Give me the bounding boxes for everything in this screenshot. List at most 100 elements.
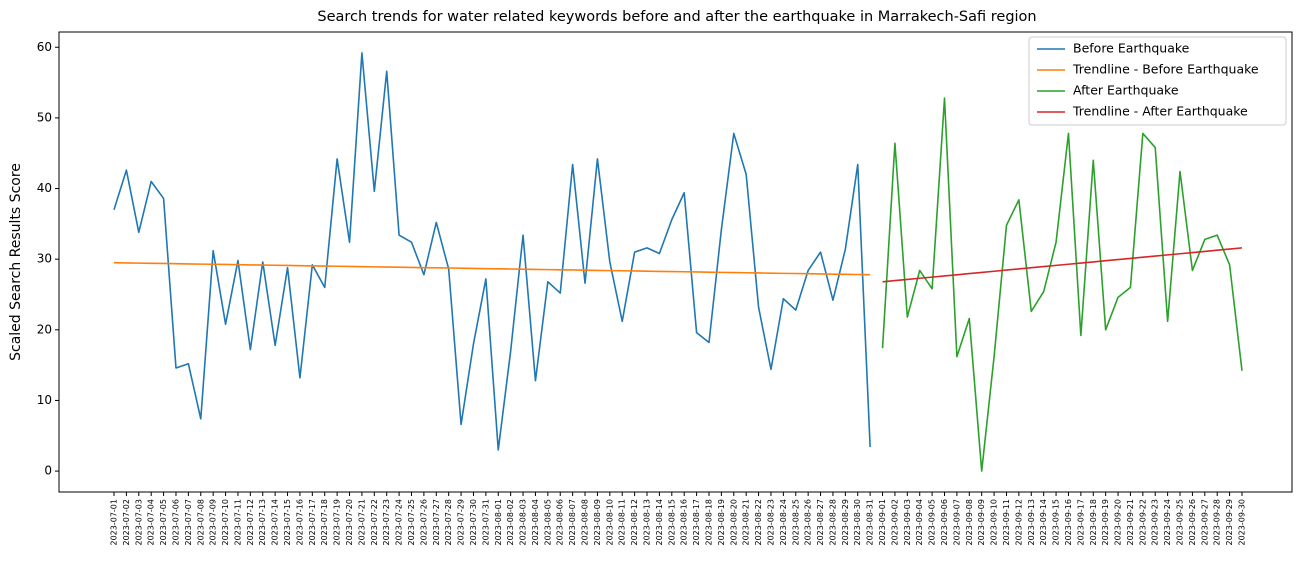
x-tick-label: 2023-07-26 — [419, 499, 428, 546]
x-tick-label: 2023-09-03 — [903, 499, 912, 546]
x-tick-label: 2023-09-09 — [977, 499, 986, 546]
x-tick-label: 2023-08-12 — [630, 499, 639, 546]
x-tick-label: 2023-07-17 — [308, 499, 317, 546]
x-tick-label: 2023-07-04 — [147, 499, 156, 546]
x-tick-label: 2023-08-13 — [643, 499, 652, 546]
x-tick-label: 2023-09-28 — [1213, 499, 1222, 546]
x-tick-label: 2023-07-02 — [122, 499, 131, 546]
x-tick-label: 2023-07-10 — [221, 499, 230, 546]
x-tick-label: 2023-07-30 — [469, 499, 478, 546]
x-tick-label: 2023-09-25 — [1176, 499, 1185, 546]
x-tick-label: 2023-08-19 — [717, 499, 726, 546]
x-tick-label: 2023-07-19 — [333, 499, 342, 546]
legend-label: After Earthquake — [1073, 83, 1179, 98]
x-tick-label: 2023-07-03 — [134, 499, 143, 546]
x-tick-label: 2023-08-08 — [581, 499, 590, 546]
x-tick-label: 2023-08-22 — [754, 499, 763, 546]
x-tick-label: 2023-09-02 — [890, 499, 899, 546]
x-tick-label: 2023-07-12 — [246, 499, 255, 546]
x-tick-label: 2023-07-22 — [370, 499, 379, 546]
x-tick-label: 2023-09-23 — [1151, 499, 1160, 546]
x-tick-label: 2023-07-21 — [357, 499, 366, 546]
legend-label: Trendline - After Earthquake — [1072, 104, 1248, 119]
x-tick-label: 2023-09-07 — [952, 499, 961, 546]
x-tick-label: 2023-07-20 — [345, 499, 354, 546]
x-tick-label: 2023-08-29 — [841, 499, 850, 546]
x-tick-label: 2023-08-27 — [816, 499, 825, 546]
x-tick-label: 2023-08-05 — [543, 499, 552, 546]
x-tick-label: 2023-08-30 — [853, 499, 862, 546]
x-tick-label: 2023-07-09 — [209, 499, 218, 546]
legend-label: Before Earthquake — [1073, 41, 1190, 56]
x-tick-label: 2023-09-11 — [1002, 499, 1011, 546]
x-tick-label: 2023-09-08 — [965, 499, 974, 546]
x-tick-label: 2023-08-17 — [692, 499, 701, 546]
x-tick-label: 2023-09-14 — [1039, 499, 1048, 546]
y-tick-label: 40 — [37, 181, 52, 195]
x-tick-label: 2023-08-03 — [519, 499, 528, 546]
x-tick-label: 2023-08-26 — [804, 499, 813, 546]
x-tick-label: 2023-08-06 — [556, 499, 565, 546]
x-tick-label: 2023-08-31 — [866, 499, 875, 546]
x-tick-label: 2023-08-25 — [791, 499, 800, 546]
x-tick-label: 2023-08-02 — [506, 499, 515, 546]
y-axis-label: Scaled Search Results Score — [8, 163, 24, 361]
x-tick-label: 2023-08-28 — [828, 499, 837, 546]
x-tick-label: 2023-08-23 — [766, 499, 775, 546]
plot-frame — [58, 31, 1293, 493]
x-tick-label: 2023-09-20 — [1114, 499, 1123, 546]
x-tick-label: 2023-09-26 — [1188, 499, 1197, 546]
x-tick-label: 2023-07-05 — [159, 499, 168, 546]
x-tick-label: 2023-09-16 — [1064, 499, 1073, 546]
x-tick-label: 2023-09-27 — [1200, 499, 1209, 546]
x-tick-label: 2023-09-21 — [1126, 499, 1135, 546]
series-line — [113, 261, 871, 276]
x-tick-label: 2023-07-29 — [457, 499, 466, 546]
legend-label: Trendline - Before Earthquake — [1072, 62, 1259, 77]
x-tick-label: 2023-07-01 — [110, 499, 119, 546]
x-tick-label: 2023-07-25 — [407, 499, 416, 546]
y-tick-label: 60 — [37, 40, 52, 54]
x-tick-label: 2023-09-24 — [1163, 499, 1172, 546]
x-tick-label: 2023-07-14 — [271, 499, 280, 546]
x-tick-label: 2023-09-01 — [878, 499, 887, 546]
x-tick-label: 2023-09-22 — [1138, 499, 1147, 546]
x-tick-label: 2023-07-27 — [432, 499, 441, 546]
x-tick-label: 2023-09-18 — [1089, 499, 1098, 546]
x-tick-label: 2023-08-10 — [605, 499, 614, 546]
y-tick-label: 30 — [37, 252, 52, 266]
x-tick-label: 2023-07-13 — [258, 499, 267, 546]
series-line — [882, 247, 1243, 283]
x-tick-label: 2023-08-20 — [729, 499, 738, 546]
x-tick-label: 2023-08-01 — [494, 499, 503, 546]
x-tick-label: 2023-08-24 — [779, 499, 788, 546]
x-tick-label: 2023-07-07 — [184, 499, 193, 546]
x-tick-label: 2023-09-06 — [940, 499, 949, 546]
y-tick-label: 20 — [37, 322, 52, 336]
x-tick-label: 2023-08-16 — [680, 499, 689, 546]
x-tick-label: 2023-09-30 — [1238, 499, 1247, 546]
x-tick-label: 2023-08-18 — [704, 499, 713, 546]
x-tick-label: 2023-09-17 — [1076, 499, 1085, 546]
x-tick-label: 2023-07-16 — [295, 499, 304, 546]
y-tick-label: 10 — [37, 393, 52, 407]
x-tick-label: 2023-07-31 — [481, 499, 490, 546]
x-tick-label: 2023-08-11 — [618, 499, 627, 546]
x-tick-label: 2023-08-15 — [667, 499, 676, 546]
y-tick-label: 0 — [44, 464, 52, 478]
x-tick-label: 2023-07-24 — [395, 499, 404, 546]
x-tick-label: 2023-07-18 — [320, 499, 329, 546]
x-tick-label: 2023-07-06 — [171, 499, 180, 546]
x-tick-label: 2023-09-29 — [1225, 499, 1234, 546]
chart-title: Search trends for water related keywords… — [317, 9, 1036, 25]
x-tick-label: 2023-09-19 — [1101, 499, 1110, 546]
x-tick-label: 2023-07-08 — [196, 499, 205, 546]
y-tick-label: 50 — [37, 110, 52, 124]
x-tick-label: 2023-09-12 — [1014, 499, 1023, 546]
series-line — [881, 97, 1243, 472]
x-tick-label: 2023-07-11 — [233, 499, 242, 546]
x-tick-label: 2023-09-04 — [915, 499, 924, 546]
x-tick-label: 2023-08-09 — [593, 499, 602, 546]
x-tick-label: 2023-09-10 — [990, 499, 999, 546]
